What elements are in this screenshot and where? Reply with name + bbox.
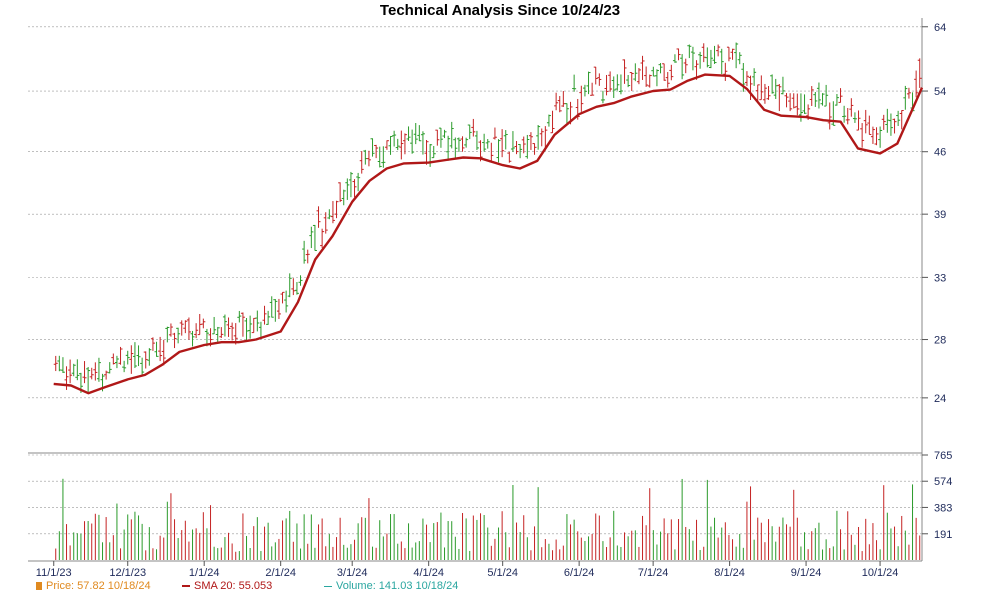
- legend-label: Volume: 141.03 10/18/24: [336, 580, 459, 592]
- x-tick-label: 7/1/24: [638, 567, 669, 579]
- legend-swatch: [36, 582, 42, 591]
- y-tick-label: 28: [934, 335, 946, 347]
- y-tick-label: 39: [934, 209, 946, 221]
- y-tick-label: 33: [934, 272, 946, 284]
- y-tick-label: 24: [934, 393, 946, 405]
- x-tick-label: 10/1/24: [862, 567, 899, 579]
- x-tick-label: 2/1/24: [265, 567, 296, 579]
- x-tick-label: 8/1/24: [714, 567, 745, 579]
- volume-tick-label: 765: [934, 450, 952, 462]
- chart-title: Technical Analysis Since 10/24/23: [379, 2, 621, 19]
- x-tick-label: 11/1/23: [36, 567, 72, 579]
- volume-tick-label: 383: [934, 502, 952, 514]
- sma-20-line: [53, 73, 924, 395]
- y-tick-label: 64: [934, 22, 946, 34]
- volume-tick-label: 574: [934, 476, 952, 488]
- x-tick-label: 6/1/24: [564, 567, 595, 579]
- x-tick-label: 4/1/24: [413, 567, 444, 579]
- legend: Price: 57.82 10/18/24 SMA 20: 55.053 Volum…: [36, 580, 596, 596]
- x-tick-label: 12/1/23: [109, 567, 146, 579]
- legend-swatch: [182, 585, 190, 588]
- y-tick-label: 46: [934, 147, 946, 159]
- x-tick-label: 5/1/24: [487, 567, 518, 579]
- legend-item: SMA 20: 55.053: [182, 580, 272, 592]
- legend-label: SMA 20: 55.053: [194, 580, 273, 592]
- y-tick-label: 54: [934, 86, 946, 98]
- legend-item: Volume: 141.03 10/18/24: [324, 580, 458, 592]
- x-tick-label: 1/1/24: [189, 567, 220, 579]
- legend-item: Price: 57.82 10/18/24: [36, 580, 151, 592]
- legend-swatch: [324, 585, 332, 587]
- volume-tick-label: 191: [934, 529, 952, 541]
- legend-label: Price: 57.82 10/18/24: [46, 580, 151, 592]
- x-tick-label: 3/1/24: [337, 567, 368, 579]
- x-tick-label: 9/1/24: [791, 567, 822, 579]
